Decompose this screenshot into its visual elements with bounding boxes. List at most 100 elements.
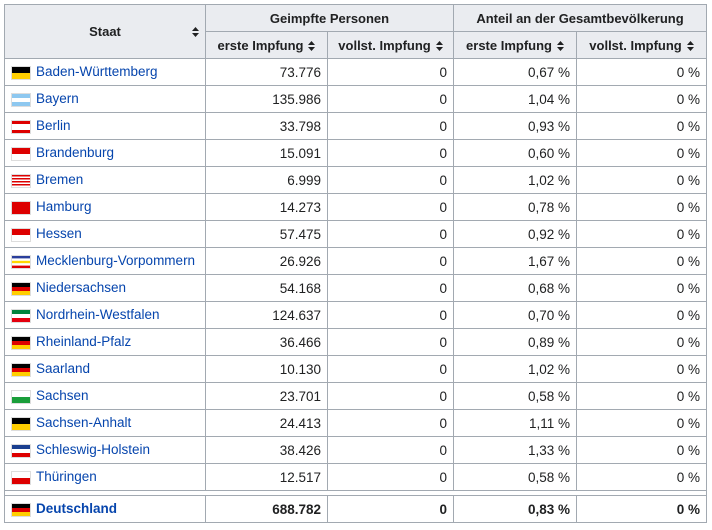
value-cell: 12.517 [205, 463, 328, 491]
value-cell: 0 [326, 436, 455, 464]
value-cell: 0 [326, 166, 455, 194]
value-cell: 36.466 [205, 328, 328, 356]
cell-text: 0 [439, 361, 448, 377]
cell-text: 12.517 [279, 469, 321, 485]
state-link[interactable]: Schleswig-Holstein [36, 442, 151, 458]
cell-text: 1,33 % [527, 442, 571, 458]
state-cell: Bayern [4, 85, 206, 113]
cell-text: 57.475 [279, 226, 321, 242]
column-header[interactable]: erste Impfung [453, 31, 578, 59]
sort-icon[interactable] [557, 41, 564, 52]
cell-text: 0 [439, 118, 448, 134]
flag-icon [11, 227, 31, 242]
table-row: Nordrhein-Westfalen 124.637 0 0,70 % 0 % [4, 301, 708, 329]
state-cell: Rheinland-Pfalz [4, 328, 206, 356]
cell-text: 0 [439, 501, 448, 517]
value-cell: 0 [326, 463, 455, 491]
value-cell: 6.999 [205, 166, 328, 194]
table-row: Brandenburg 15.091 0 0,60 % 0 % [4, 139, 708, 167]
value-cell: 15.091 [205, 139, 328, 167]
cell-text: 1,02 % [527, 361, 571, 377]
state-cell: Brandenburg [4, 139, 206, 167]
state-cell: Deutschland [4, 495, 206, 523]
cell-text: 54.168 [279, 280, 321, 296]
state-link[interactable]: Bayern [36, 91, 79, 107]
state-link[interactable]: Nordrhein-Westfalen [36, 307, 160, 323]
sort-icon[interactable] [435, 41, 443, 52]
cell-text: 0,93 % [527, 118, 571, 134]
cell-text: 1,67 % [527, 253, 571, 269]
state-link[interactable]: Sachsen-Anhalt [36, 415, 132, 431]
column-header[interactable]: vollst. Impfung [326, 31, 455, 59]
state-link[interactable]: Baden-Württemberg [36, 64, 158, 80]
value-cell: 0 % [576, 463, 708, 491]
cell-text: 0,83 % [527, 501, 571, 517]
table-row: Hessen 57.475 0 0,92 % 0 % [4, 220, 708, 248]
cell-text: 0 % [676, 334, 701, 350]
table-row: Mecklenburg-Vorpommern 26.926 0 1,67 % 0 % [4, 247, 708, 275]
state-link[interactable]: Niedersachsen [36, 280, 127, 296]
value-cell: 0 % [576, 85, 708, 113]
cell-text: 33.798 [279, 118, 321, 134]
sort-icon[interactable] [686, 41, 694, 52]
cell-text: 0 % [676, 226, 701, 242]
value-cell: 1,04 % [453, 85, 578, 113]
value-cell: 0,83 % [453, 495, 578, 523]
table-row: Sachsen 23.701 0 0,58 % 0 % [4, 382, 708, 410]
column-header[interactable]: erste Impfung [205, 31, 328, 59]
value-cell: 0 % [576, 247, 708, 275]
cell-text: 6.999 [287, 172, 321, 188]
header-text: Anteil an der Gesamtbevölkerung [476, 10, 684, 26]
flag-icon [11, 65, 31, 80]
header-text: erste Impfung [466, 37, 552, 53]
state-header[interactable]: Staat [4, 4, 206, 59]
group-header: Geimpfte Personen [204, 4, 455, 32]
state-link[interactable]: Bremen [36, 172, 84, 188]
value-cell: 0 [326, 85, 455, 113]
cell-text: 0 % [676, 501, 701, 517]
cell-text: 0 [439, 442, 448, 458]
state-link[interactable]: Saarland [36, 361, 91, 377]
state-link[interactable]: Sachsen [36, 388, 89, 404]
header-text: Staat [89, 24, 121, 39]
state-cell: Sachsen-Anhalt [4, 409, 206, 437]
cell-text: 0 [439, 280, 448, 296]
state-cell: Saarland [4, 355, 206, 383]
value-cell: 0 [326, 301, 455, 329]
state-link[interactable]: Hessen [36, 226, 82, 242]
cell-text: 0 % [676, 199, 701, 215]
value-cell: 1,33 % [453, 436, 578, 464]
state-link[interactable]: Thüringen [36, 469, 97, 485]
cell-text: 23.701 [279, 388, 321, 404]
header-text: Geimpfte Personen [269, 10, 390, 26]
value-cell: 0 % [576, 436, 708, 464]
state-link[interactable]: Deutschland [36, 501, 118, 517]
table-row: Hamburg 14.273 0 0,78 % 0 % [4, 193, 708, 221]
state-cell: Hamburg [4, 193, 206, 221]
state-link[interactable]: Hamburg [36, 199, 92, 215]
state-link[interactable]: Rheinland-Pfalz [36, 334, 132, 350]
cell-text: 0 [439, 388, 448, 404]
state-cell: Nordrhein-Westfalen [4, 301, 206, 329]
state-cell: Baden-Württemberg [4, 58, 206, 86]
state-link[interactable]: Berlin [36, 118, 71, 134]
value-cell: 0,68 % [453, 274, 578, 302]
table-row: Thüringen 12.517 0 0,58 % 0 % [4, 463, 708, 491]
sort-icon[interactable] [192, 26, 199, 37]
value-cell: 10.130 [205, 355, 328, 383]
cell-text: 0,78 % [527, 199, 571, 215]
state-link[interactable]: Brandenburg [36, 145, 115, 161]
cell-text: 0 % [676, 145, 701, 161]
value-cell: 57.475 [205, 220, 328, 248]
cell-text: 73.776 [279, 64, 321, 80]
state-link[interactable]: Mecklenburg-Vorpommern [36, 253, 196, 269]
value-cell: 38.426 [205, 436, 328, 464]
flag-icon [11, 362, 31, 377]
cell-text: 0,67 % [527, 64, 571, 80]
value-cell: 0 [326, 328, 455, 356]
value-cell: 54.168 [205, 274, 328, 302]
table-row: Bremen 6.999 0 1,02 % 0 % [4, 166, 708, 194]
state-cell: Bremen [4, 166, 206, 194]
sort-icon[interactable] [308, 41, 316, 52]
column-header[interactable]: vollst. Impfung [576, 31, 708, 59]
